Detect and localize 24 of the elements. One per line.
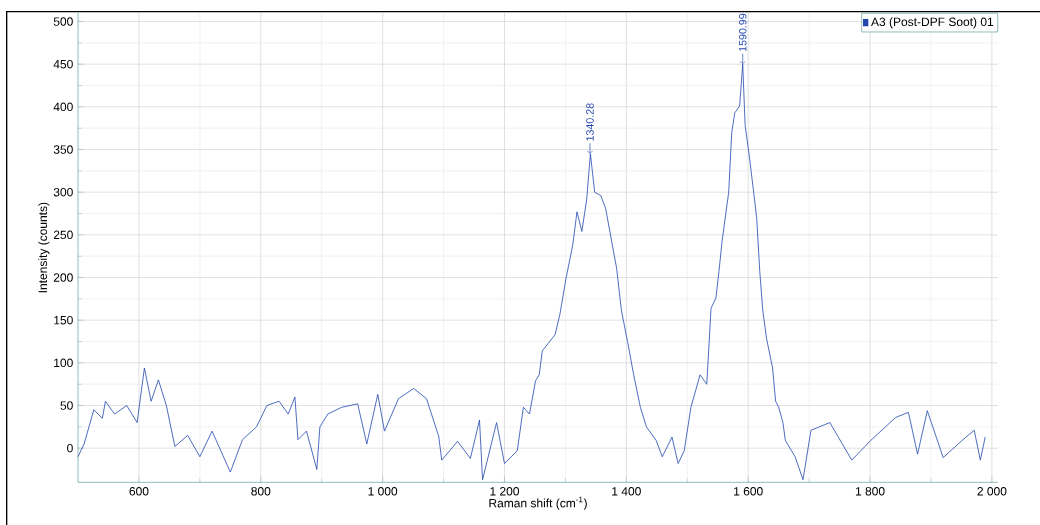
y-tick-label: 350 bbox=[53, 145, 73, 154]
x-tick-label: 1 800 bbox=[855, 487, 885, 496]
x-tick-label: 2 000 bbox=[977, 487, 1007, 496]
legend-label: A3 (Post-DPF Soot) 01 bbox=[871, 17, 994, 29]
y-axis-title: Intensity (counts) bbox=[38, 202, 50, 293]
x-tick-label: 1 200 bbox=[490, 487, 520, 496]
x-tick-label: 600 bbox=[129, 487, 149, 496]
y-tick-label: 50 bbox=[60, 401, 73, 410]
annotation: 1340.28 bbox=[586, 103, 594, 141]
x-tick-label: 1 400 bbox=[612, 487, 641, 496]
y-tick-label: 250 bbox=[53, 230, 73, 240]
annotation: 1590.99 bbox=[738, 13, 747, 52]
y-tick-label: 200 bbox=[53, 273, 73, 282]
x-tick-label: 800 bbox=[251, 487, 271, 496]
y-tick-label: 400 bbox=[53, 102, 73, 112]
y-tick-label: 0 bbox=[67, 443, 73, 453]
y-tick-label: 100 bbox=[54, 358, 73, 368]
y-tick-label: 450 bbox=[53, 59, 73, 69]
y-tick-label: 300 bbox=[53, 187, 73, 197]
y-tick-label: 150 bbox=[54, 315, 73, 325]
x-axis-title: Raman shift (cm$^{-1}$) bbox=[489, 496, 587, 510]
y-tick-label: 500 bbox=[53, 17, 73, 26]
x-tick-label: 1 000 bbox=[368, 487, 398, 496]
x-tick-label: 1 600 bbox=[734, 487, 763, 496]
